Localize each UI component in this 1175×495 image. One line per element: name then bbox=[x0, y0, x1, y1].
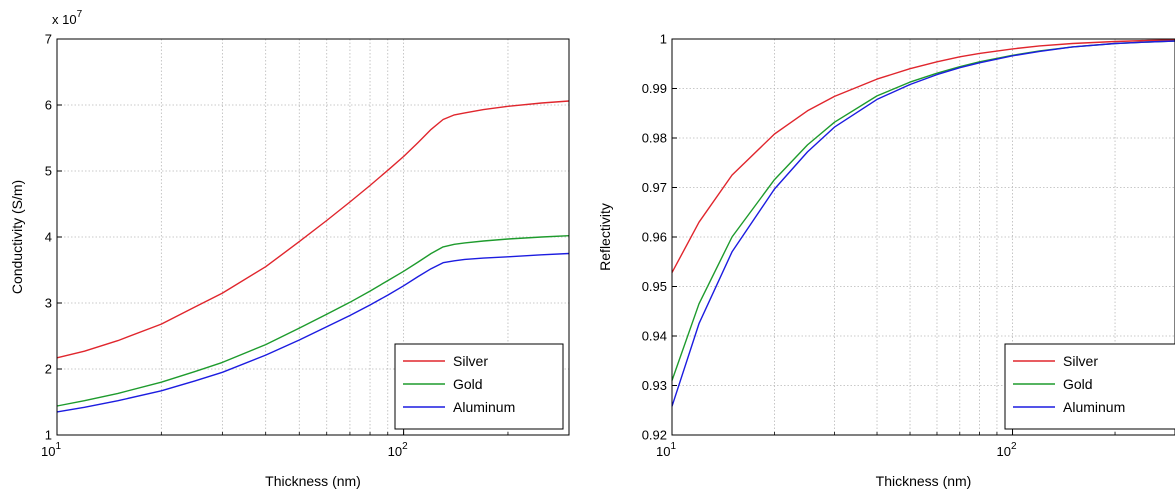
y-multiplier-label: x 107 bbox=[52, 9, 83, 27]
y-axis-label: Reflectivity bbox=[597, 203, 613, 271]
legend-label-aluminum: Aluminum bbox=[453, 399, 515, 415]
y-tick-label: 4 bbox=[45, 230, 52, 245]
series-group bbox=[56, 100, 570, 413]
axes-box bbox=[56, 38, 570, 436]
series-line-aluminum bbox=[671, 40, 1175, 407]
legend-label-silver: Silver bbox=[453, 353, 488, 369]
y-tick-label: 0.96 bbox=[642, 230, 667, 245]
x-tick-label: 101 bbox=[41, 441, 61, 459]
y-tick-label: 2 bbox=[45, 362, 52, 377]
series-line-silver bbox=[56, 100, 570, 359]
y-tick-label: 1 bbox=[45, 428, 52, 443]
x-axis-label: Thickness (nm) bbox=[876, 473, 972, 489]
legend: Silver Gold Aluminum bbox=[1004, 343, 1175, 430]
legend-box bbox=[394, 343, 564, 430]
y-tick-label: 0.97 bbox=[642, 180, 667, 195]
y-axis-label: Conductivity (S/m) bbox=[9, 180, 25, 294]
y-tick-label: 0.95 bbox=[642, 279, 667, 294]
legend-label-aluminum: Aluminum bbox=[1063, 399, 1125, 415]
y-tick-label: 7 bbox=[45, 32, 52, 47]
legend-box bbox=[1004, 343, 1175, 430]
x-tick-label: 102 bbox=[997, 441, 1017, 459]
legend: Silver Gold Aluminum bbox=[394, 343, 564, 430]
y-tick-label: 0.99 bbox=[642, 81, 667, 96]
y-tick-label: 0.98 bbox=[642, 131, 667, 146]
y-tick-label: 0.93 bbox=[642, 378, 667, 393]
legend-label-silver: Silver bbox=[1063, 353, 1098, 369]
series-line-aluminum bbox=[56, 252, 570, 413]
axes-box bbox=[671, 38, 1175, 436]
x-axis-label: Thickness (nm) bbox=[265, 473, 361, 489]
series-group bbox=[671, 39, 1175, 407]
y-tick-label: 1 bbox=[660, 32, 667, 47]
y-tick-label: 5 bbox=[45, 164, 52, 179]
y-tick-label: 6 bbox=[45, 98, 52, 113]
x-tick-label: 101 bbox=[656, 441, 676, 459]
y-tick-label: 0.94 bbox=[642, 329, 667, 344]
legend-label-gold: Gold bbox=[1063, 376, 1093, 392]
conductivity-chart: 1 2 3 4 5 6 7 101 102 Thickness (nm) Conductivity … bbox=[9, 9, 570, 489]
reflectivity-chart: 0.92 0.93 0.94 0.95 0.96 0.97 0.98 0.99 1 101 102 T… bbox=[597, 32, 1175, 489]
series-line-silver bbox=[671, 39, 1175, 273]
series-line-gold bbox=[56, 235, 570, 407]
y-tick-label: 3 bbox=[45, 296, 52, 311]
legend-label-gold: Gold bbox=[453, 376, 483, 392]
y-tick-label: 0.92 bbox=[642, 428, 667, 443]
x-tick-label: 102 bbox=[388, 441, 408, 459]
